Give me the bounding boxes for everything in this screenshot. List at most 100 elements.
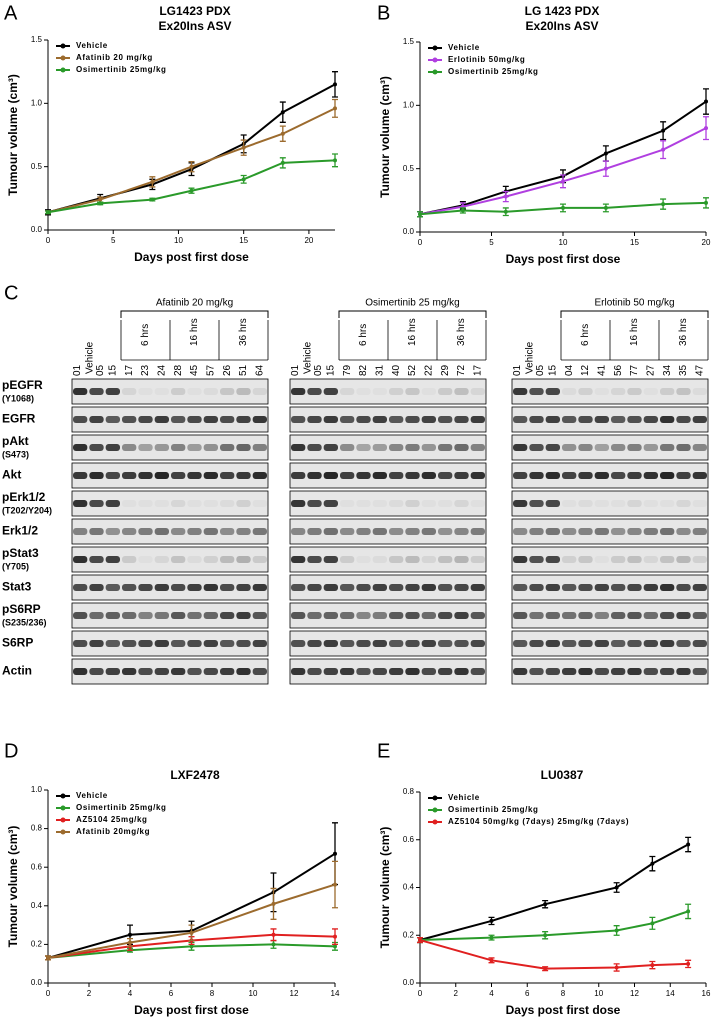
x-tick-label: 0 — [46, 236, 51, 245]
blot-band — [105, 584, 120, 591]
blot-panel: Osimertinib 25 mg/kg 6 hrs 16 hrs 36 hrs Veh… — [289, 298, 487, 685]
data-point — [271, 942, 276, 947]
blot-band — [220, 528, 235, 535]
x-tick-label: 14 — [331, 989, 340, 998]
blot-band — [307, 416, 322, 423]
data-point — [661, 128, 666, 133]
blot-band — [252, 640, 267, 647]
blot-band — [389, 556, 404, 563]
blot-band — [220, 556, 235, 563]
blot-strip — [289, 462, 487, 489]
blot-band — [660, 612, 675, 619]
blot-band — [307, 444, 322, 451]
blot-band — [470, 528, 485, 535]
blot-band — [291, 640, 306, 647]
y-tick-label: 1.5 — [31, 35, 43, 44]
blot-band — [236, 416, 251, 423]
sample-label: 82 — [358, 364, 369, 376]
x-tick-label: 0 — [418, 989, 423, 998]
chart-title: LG1423 PDX — [159, 4, 230, 18]
blot-band — [627, 472, 642, 479]
x-tick-label: 8 — [561, 989, 566, 998]
legend-marker — [432, 69, 438, 75]
blot-band — [122, 444, 137, 451]
blot-band — [438, 612, 453, 619]
x-tick-label: 4 — [128, 989, 133, 998]
y-tick-label: 0.6 — [31, 862, 43, 871]
blot-band — [236, 528, 251, 535]
data-point — [98, 197, 103, 202]
blot-band — [89, 388, 104, 395]
blot-band — [73, 444, 88, 451]
blot-strip — [289, 518, 487, 545]
blot-band — [595, 556, 609, 563]
blot-band — [291, 528, 306, 535]
blot-band — [89, 528, 104, 535]
blot-band — [291, 500, 306, 507]
blot-band — [545, 444, 560, 451]
sample-label: 79 — [342, 364, 353, 376]
panel-letter: D — [4, 740, 18, 762]
legend-label: Osimertinib 25mg/kg — [448, 67, 539, 76]
blot-band — [356, 444, 371, 451]
blot-strip — [71, 574, 269, 601]
blot-band — [187, 500, 201, 507]
blot-band — [692, 416, 707, 423]
blot-band — [220, 640, 235, 647]
blot-band — [513, 500, 528, 507]
blot-band — [389, 640, 404, 647]
blot-band — [220, 500, 235, 507]
data-point — [271, 901, 276, 906]
blot-band — [513, 640, 528, 647]
blot-band — [171, 444, 186, 451]
blot-band — [438, 500, 452, 507]
chart-subtitle: Ex20Ins ASV — [526, 19, 599, 33]
legend-marker — [432, 807, 438, 813]
blot-band — [660, 584, 675, 591]
blot-band — [627, 500, 642, 507]
blot-band — [454, 612, 469, 619]
blot-band — [105, 416, 120, 423]
blot-band — [291, 556, 306, 563]
blot-band — [660, 640, 675, 647]
timepoint-label: 36 hrs — [678, 318, 689, 346]
data-point — [661, 147, 666, 152]
sample-label: 47 — [694, 364, 705, 376]
blot-row-site: (Y705) — [2, 561, 29, 571]
blot-band — [203, 668, 218, 675]
sample-label: 17 — [472, 364, 483, 376]
blot-band — [405, 612, 420, 619]
data-point — [614, 885, 619, 890]
legend-label: AZ5104 50mg/kg (7days) 25mg/kg (7days) — [448, 817, 629, 826]
legend-marker — [60, 793, 66, 799]
timepoint-label: 36 hrs — [456, 318, 467, 346]
blot-band — [187, 612, 202, 619]
blot-band — [323, 444, 338, 451]
blot-band — [660, 388, 675, 395]
blot-band — [562, 584, 577, 591]
blot-band — [340, 528, 355, 535]
blot-band — [340, 556, 355, 563]
data-point — [280, 110, 285, 115]
blot-band — [545, 640, 560, 647]
blot-band — [220, 388, 235, 395]
sample-label: 24 — [156, 364, 167, 376]
blot-band — [513, 444, 528, 451]
data-point — [543, 966, 548, 971]
x-tick-label: 6 — [169, 989, 174, 998]
timepoint-label: 6 hrs — [140, 324, 151, 346]
blot-band — [252, 472, 267, 479]
data-point — [650, 861, 655, 866]
legend-marker — [60, 55, 66, 61]
blot-band — [405, 556, 420, 563]
sample-label: 52 — [407, 364, 418, 376]
panel-letter: A — [4, 2, 18, 24]
blot-strip — [289, 434, 487, 461]
sample-label: 05 — [313, 364, 324, 376]
blot-band — [236, 584, 251, 591]
blot-band — [562, 528, 577, 535]
line-chart: LXF2478 0.0 0.2 0.4 0.6 0.8 1.0 0 2 4 6 8 10 12 14 Days… — [6, 768, 340, 1017]
blot-band — [644, 388, 658, 395]
